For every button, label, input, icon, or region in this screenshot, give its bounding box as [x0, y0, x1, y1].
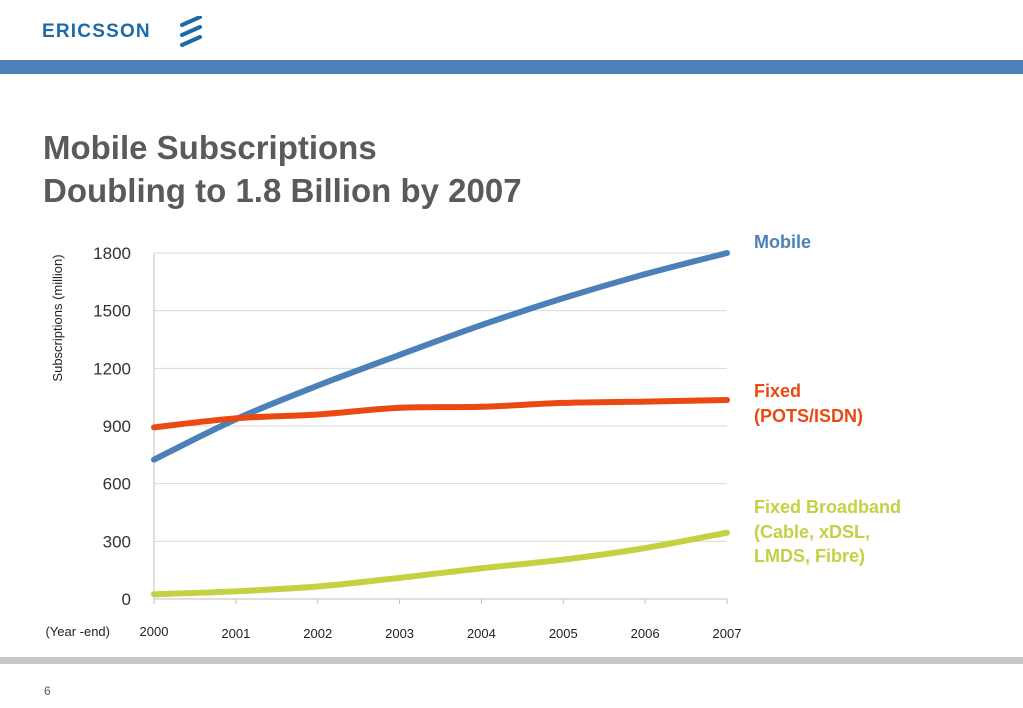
- legend-mobile: Mobile: [754, 232, 811, 252]
- y-tick-label-1500: 1500: [93, 302, 131, 321]
- page-number: 6: [44, 684, 51, 698]
- data-point-fixed-2004: [478, 403, 485, 410]
- data-point-broadband-2004: [478, 565, 485, 572]
- data-point-mobile-2005: [560, 295, 567, 302]
- series-line-fixed: [153, 397, 728, 431]
- data-point-fixed-2002: [314, 411, 321, 418]
- data-point-broadband-2006: [642, 545, 649, 552]
- x-tick-label-2007: 2007: [713, 626, 742, 641]
- y-tick-label-300: 300: [103, 532, 131, 551]
- label-layer: 0 300 600 900 1200 1500 1800 2000 2001 2002 2003 20…: [45, 244, 741, 641]
- data-point-broadband-2002: [314, 583, 321, 590]
- x-tick-label-2003: 2003: [385, 626, 414, 641]
- data-point-fixed-2006: [642, 398, 649, 405]
- data-point-mobile-2007: [724, 250, 730, 256]
- x-tick-label-2001: 2001: [221, 626, 250, 641]
- data-point-fixed-2003: [396, 404, 403, 411]
- data-point-broadband-2003: [396, 574, 403, 581]
- data-point-mobile-2004: [478, 322, 485, 329]
- x-tick-label-2002: 2002: [303, 626, 332, 641]
- ericsson-stripes-icon: [180, 16, 202, 47]
- title-line-1: Mobile Subscriptions: [43, 129, 377, 166]
- series-line-broadband: [153, 529, 728, 598]
- legend-broadband: Fixed Broadband (Cable, xDSL, LMDS, Fibr…: [754, 497, 902, 566]
- data-point-broadband-2007: [724, 529, 730, 536]
- data-point-broadband-2000: [151, 591, 157, 598]
- y-tick-label-1200: 1200: [93, 359, 131, 378]
- data-point-mobile-2000: [151, 456, 157, 463]
- ericsson-logo: ERICSSON: [42, 14, 212, 50]
- logo-text: ERICSSON: [42, 21, 151, 42]
- data-point-fixed-2000: [151, 424, 157, 431]
- data-point-mobile-2003: [396, 351, 403, 358]
- y-tick-label-1800: 1800: [93, 244, 131, 263]
- y-tick-label-900: 900: [103, 417, 131, 436]
- x-tick-label-2005: 2005: [549, 626, 578, 641]
- x-tick-label-2000: 2000: [140, 624, 169, 639]
- data-point-fixed-2007: [724, 397, 730, 404]
- page-title: Mobile Subscriptions Doubling to 1.8 Bil…: [43, 126, 743, 212]
- data-point-mobile-2002: [314, 382, 321, 389]
- line-chart: 0 300 600 900 1200 1500 1800 2000 2001 2002 2003 20…: [45, 244, 741, 641]
- header-bar: [0, 60, 1023, 74]
- y-tick-label-0: 0: [122, 590, 131, 609]
- data-point-fixed-2001: [232, 415, 239, 422]
- y-axis-label: Subscriptions (million): [50, 254, 65, 381]
- footer-bar: [0, 657, 1023, 664]
- series-layer: [151, 250, 730, 598]
- data-point-mobile-2006: [642, 271, 649, 278]
- grid-layer: [154, 252, 727, 542]
- title-line-2: Doubling to 1.8 Billion by 2007: [43, 172, 522, 209]
- y-tick-label-600: 600: [103, 475, 131, 494]
- x-axis-label: (Year -end): [45, 624, 110, 639]
- data-point-broadband-2005: [560, 556, 567, 563]
- data-point-fixed-2005: [560, 399, 567, 406]
- data-point-broadband-2001: [232, 588, 239, 595]
- legend-fixed: Fixed (POTS/ISDN): [754, 381, 864, 426]
- series-line-mobile: [152, 250, 728, 463]
- x-tick-label-2006: 2006: [631, 626, 660, 641]
- x-tick-label-2004: 2004: [467, 626, 496, 641]
